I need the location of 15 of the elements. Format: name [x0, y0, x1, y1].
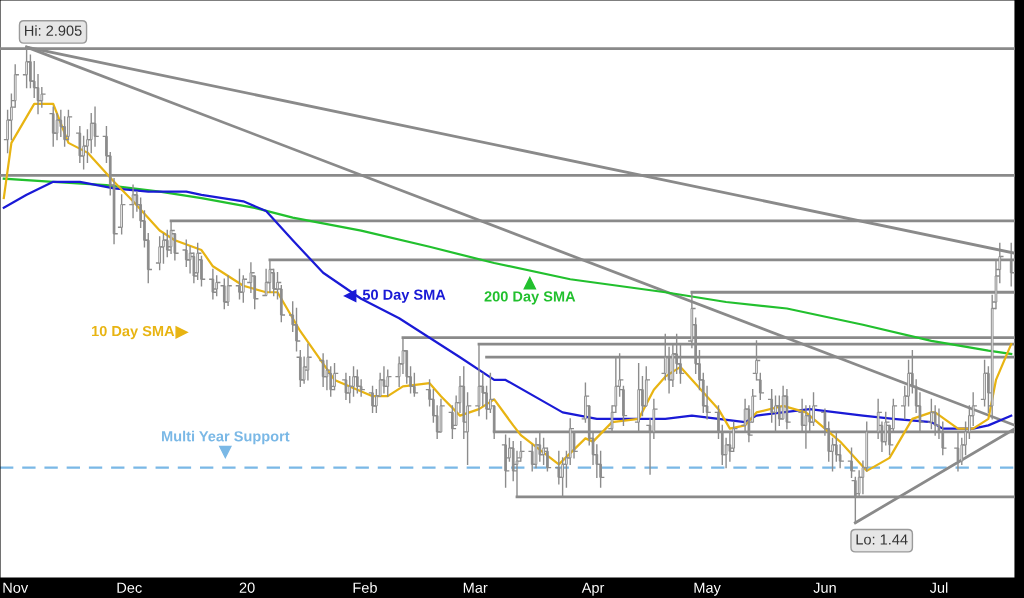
- x-tick-label: Jul: [929, 582, 948, 593]
- x-tick-label: Dec: [117, 582, 142, 593]
- x-tick-label: Feb: [353, 582, 377, 593]
- series-label: 200 Day SMA: [484, 291, 576, 305]
- x-tick-label: Apr: [581, 582, 605, 596]
- annotation: Lo: 1.44: [856, 534, 908, 545]
- x-tick-label: 20: [239, 582, 255, 593]
- x-tick-label: Nov: [3, 582, 29, 593]
- x-tick-label: Mar: [463, 582, 488, 593]
- annotation: Hi: 2.905: [25, 25, 82, 36]
- legend-label: 50 Day SMA: [362, 289, 446, 303]
- x-tick-label: May: [694, 582, 721, 596]
- text: 10 Day SMA: [92, 325, 175, 340]
- x-tick-label: Jun: [813, 582, 836, 593]
- ref-line-label: Multi Year Support: [162, 430, 290, 445]
